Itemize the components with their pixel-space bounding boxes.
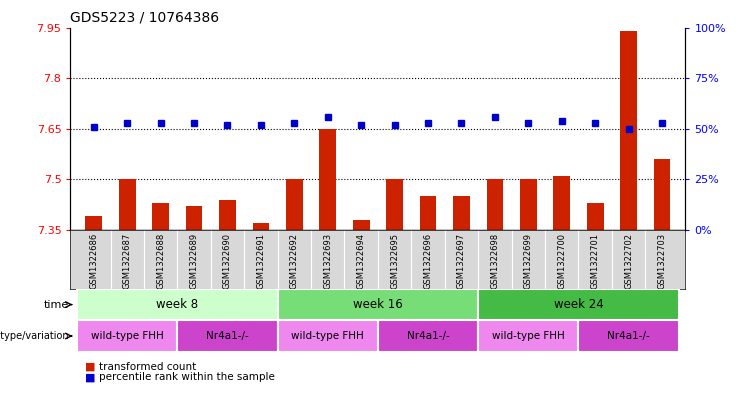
Text: GSM1322690: GSM1322690 xyxy=(223,233,232,289)
Text: GSM1322697: GSM1322697 xyxy=(457,233,466,289)
Bar xyxy=(153,203,169,230)
Bar xyxy=(587,203,603,230)
Bar xyxy=(286,179,303,230)
Bar xyxy=(253,223,269,230)
Text: GSM1322700: GSM1322700 xyxy=(557,233,566,289)
Bar xyxy=(186,206,202,230)
Bar xyxy=(77,289,278,320)
Text: week 8: week 8 xyxy=(156,298,199,311)
Bar xyxy=(453,196,470,230)
Bar xyxy=(654,159,671,230)
Text: week 24: week 24 xyxy=(554,298,603,311)
Text: genotype/variation: genotype/variation xyxy=(0,331,69,341)
Text: GSM1322698: GSM1322698 xyxy=(491,233,499,289)
Text: week 16: week 16 xyxy=(353,298,403,311)
Text: GSM1322688: GSM1322688 xyxy=(156,233,165,289)
Text: GDS5223 / 10764386: GDS5223 / 10764386 xyxy=(70,11,219,25)
Bar xyxy=(177,320,278,352)
Bar xyxy=(579,320,679,352)
Bar xyxy=(119,179,136,230)
Text: GSM1322691: GSM1322691 xyxy=(256,233,265,289)
Bar xyxy=(77,320,177,352)
Text: Nr4a1-/-: Nr4a1-/- xyxy=(607,331,650,341)
Bar xyxy=(319,129,336,230)
Bar xyxy=(85,217,102,230)
Text: GSM1322693: GSM1322693 xyxy=(323,233,332,289)
Text: GSM1322696: GSM1322696 xyxy=(424,233,433,289)
Text: ■: ■ xyxy=(85,362,96,372)
Bar xyxy=(419,196,436,230)
Text: time: time xyxy=(44,299,69,310)
Text: GSM1322702: GSM1322702 xyxy=(624,233,633,289)
Text: GSM1322689: GSM1322689 xyxy=(190,233,199,289)
Bar xyxy=(520,179,536,230)
Text: GSM1322692: GSM1322692 xyxy=(290,233,299,289)
Bar xyxy=(386,179,403,230)
Bar xyxy=(278,320,378,352)
Bar xyxy=(219,200,236,230)
Text: GSM1322695: GSM1322695 xyxy=(390,233,399,289)
Text: GSM1322701: GSM1322701 xyxy=(591,233,599,289)
Text: wild-type FHH: wild-type FHH xyxy=(291,331,364,341)
Bar xyxy=(478,289,679,320)
Text: wild-type FHH: wild-type FHH xyxy=(492,331,565,341)
Text: wild-type FHH: wild-type FHH xyxy=(91,331,164,341)
Text: GSM1322699: GSM1322699 xyxy=(524,233,533,289)
Text: Nr4a1-/-: Nr4a1-/- xyxy=(407,331,450,341)
Bar xyxy=(487,179,503,230)
Text: GSM1322703: GSM1322703 xyxy=(657,233,666,289)
Bar xyxy=(353,220,370,230)
Text: ■: ■ xyxy=(85,372,96,382)
Text: GSM1322687: GSM1322687 xyxy=(123,233,132,289)
Bar xyxy=(620,31,637,230)
Text: Nr4a1-/-: Nr4a1-/- xyxy=(206,331,249,341)
Bar xyxy=(554,176,570,230)
Bar xyxy=(278,289,478,320)
Bar xyxy=(478,320,579,352)
Text: transformed count: transformed count xyxy=(99,362,196,372)
Text: GSM1322694: GSM1322694 xyxy=(356,233,366,289)
Text: percentile rank within the sample: percentile rank within the sample xyxy=(99,372,274,382)
Text: GSM1322686: GSM1322686 xyxy=(90,233,99,289)
Bar xyxy=(378,320,478,352)
